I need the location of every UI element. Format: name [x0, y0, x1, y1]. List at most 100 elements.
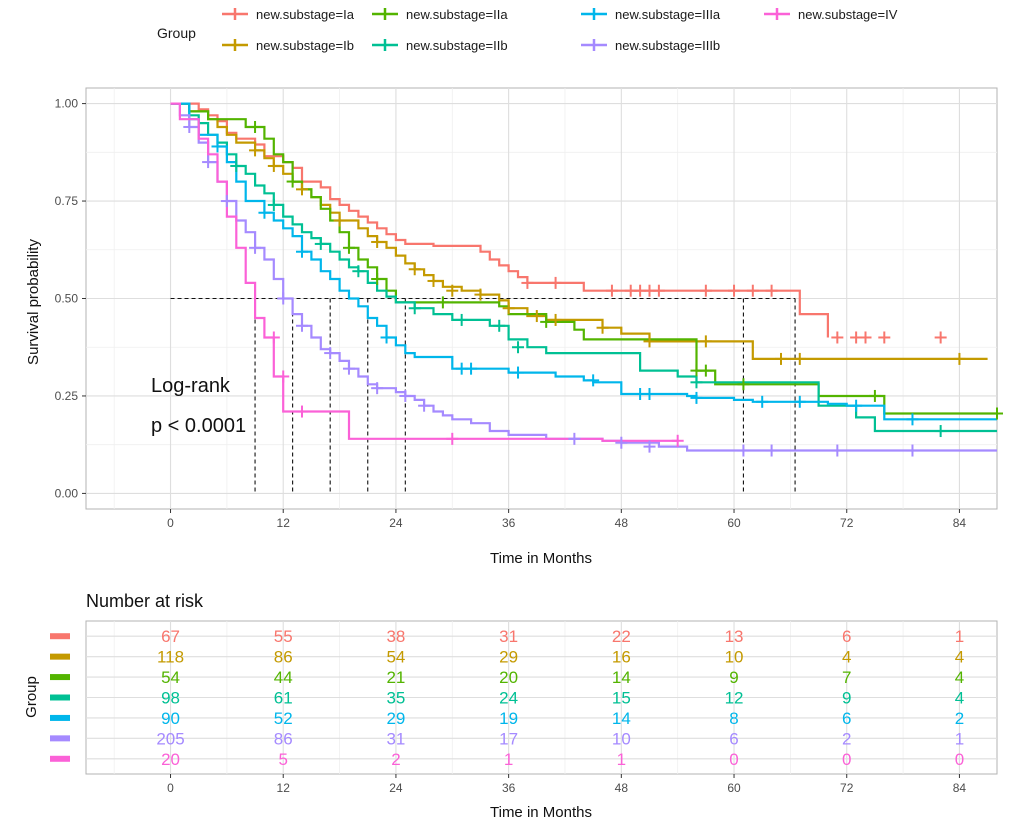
censor-mark — [371, 235, 384, 248]
censor-mark — [502, 302, 515, 315]
risk-x-axis-label: Time in Months — [490, 804, 592, 821]
legend-label: new.substage=IV — [798, 7, 898, 22]
risk-cell: 20 — [499, 668, 518, 687]
censor-mark — [690, 391, 703, 404]
risk-cell: 1 — [617, 750, 626, 769]
censor-mark — [211, 140, 224, 153]
censor-mark — [859, 331, 872, 344]
censor-mark — [728, 284, 741, 297]
risk-x-tick-label: 12 — [277, 781, 291, 795]
risk-cell: 31 — [386, 729, 405, 748]
km-annotation-pvalue: p < 0.0001 — [151, 415, 246, 437]
km-curve — [170, 102, 678, 442]
censor-mark — [286, 175, 299, 188]
legend-item: new.substage=IIb — [372, 38, 508, 53]
censor-mark — [296, 319, 309, 332]
legend-label: new.substage=IIIb — [615, 38, 720, 53]
risk-cell: 15 — [612, 689, 631, 708]
censor-mark — [868, 389, 881, 402]
km-curve — [170, 102, 997, 415]
km-y-tick-label: 0.00 — [55, 486, 79, 500]
risk-cell: 7 — [842, 668, 851, 687]
censor-mark — [380, 331, 393, 344]
censor-mark — [878, 331, 891, 344]
km-x-tick-label: 24 — [389, 516, 403, 530]
km-plot: 0.00 0.25 0.50 0.75 1.00 0 12 24 36 48 60 72 84 Log… — [25, 87, 1003, 567]
censor-mark — [549, 276, 562, 289]
censor-mark — [953, 352, 966, 365]
censor-mark — [521, 276, 534, 289]
km-annotation-logrank: Log-rank — [151, 375, 231, 397]
km-x-axis-label: Time in Months — [490, 550, 592, 567]
censor-mark — [220, 195, 233, 208]
censor-mark — [643, 440, 656, 453]
legend-items: new.substage=Ia new.substage=Ib new.substa… — [222, 7, 898, 53]
risk-cell: 31 — [499, 627, 518, 646]
risk-cell: 24 — [499, 689, 518, 708]
risk-cell: 44 — [274, 668, 293, 687]
km-median-lines — [170, 297, 796, 494]
risk-x-tick-label: 36 — [502, 781, 516, 795]
censor-mark — [258, 206, 271, 219]
km-y-tick-label: 0.50 — [55, 292, 79, 306]
risk-x-tick-label: 60 — [727, 781, 741, 795]
censor-mark — [512, 366, 525, 379]
risk-cell: 0 — [842, 750, 851, 769]
censor-mark — [455, 313, 468, 326]
censor-mark — [831, 444, 844, 457]
legend-item: new.substage=Ia — [222, 7, 355, 22]
censor-mark — [934, 425, 947, 438]
risk-cell: 54 — [386, 648, 405, 667]
censor-mark — [774, 352, 787, 365]
censor-mark — [737, 444, 750, 457]
risk-cell: 205 — [156, 729, 184, 748]
censor-mark — [296, 405, 309, 418]
legend-label: new.substage=IIIa — [615, 7, 721, 22]
censor-mark — [267, 331, 280, 344]
risk-x-ticks: 0 12 24 36 48 60 72 84 — [167, 774, 966, 795]
legend-item: new.substage=Ib — [222, 38, 354, 53]
censor-mark — [296, 245, 309, 258]
risk-row-swatch — [50, 755, 70, 762]
risk-x-tick-label: 24 — [389, 781, 403, 795]
risk-cell: 35 — [386, 689, 405, 708]
censor-mark — [342, 362, 355, 375]
risk-cell: 12 — [725, 689, 744, 708]
censor-mark — [324, 347, 337, 360]
censor-mark — [587, 374, 600, 387]
legend-label: new.substage=IIb — [406, 38, 508, 53]
censor-mark — [202, 156, 215, 169]
km-x-tick-label: 36 — [502, 516, 516, 530]
km-censor-marks — [183, 120, 1003, 457]
censor-mark — [277, 370, 290, 383]
risk-cell: 54 — [161, 668, 180, 687]
risk-y-axis-label: Group — [23, 676, 40, 718]
censor-mark — [793, 395, 806, 408]
risk-cell: 9 — [842, 689, 851, 708]
legend-item: new.substage=IIIa — [581, 7, 721, 22]
risk-row-swatches — [50, 633, 70, 762]
risk-cell: 21 — [386, 668, 405, 687]
risk-cell: 2 — [391, 750, 400, 769]
risk-cell: 2 — [842, 729, 851, 748]
censor-mark — [427, 274, 440, 287]
risk-cell: 17 — [499, 729, 518, 748]
risk-cell: 0 — [729, 750, 738, 769]
censor-mark — [549, 313, 562, 326]
km-y-axis-label: Survival probability — [25, 239, 42, 365]
censor-mark — [746, 284, 759, 297]
risk-cell: 6 — [842, 627, 851, 646]
censor-mark — [408, 263, 421, 276]
km-x-tick-label: 60 — [727, 516, 741, 530]
censor-mark — [352, 265, 365, 278]
risk-cell: 14 — [612, 668, 631, 687]
risk-cell: 14 — [612, 709, 631, 728]
risk-row-swatch — [50, 694, 70, 701]
censor-mark — [230, 159, 243, 172]
censor-mark — [643, 335, 656, 348]
censor-mark — [267, 198, 280, 211]
risk-cell: 4 — [955, 689, 964, 708]
risk-cell: 4 — [842, 648, 851, 667]
